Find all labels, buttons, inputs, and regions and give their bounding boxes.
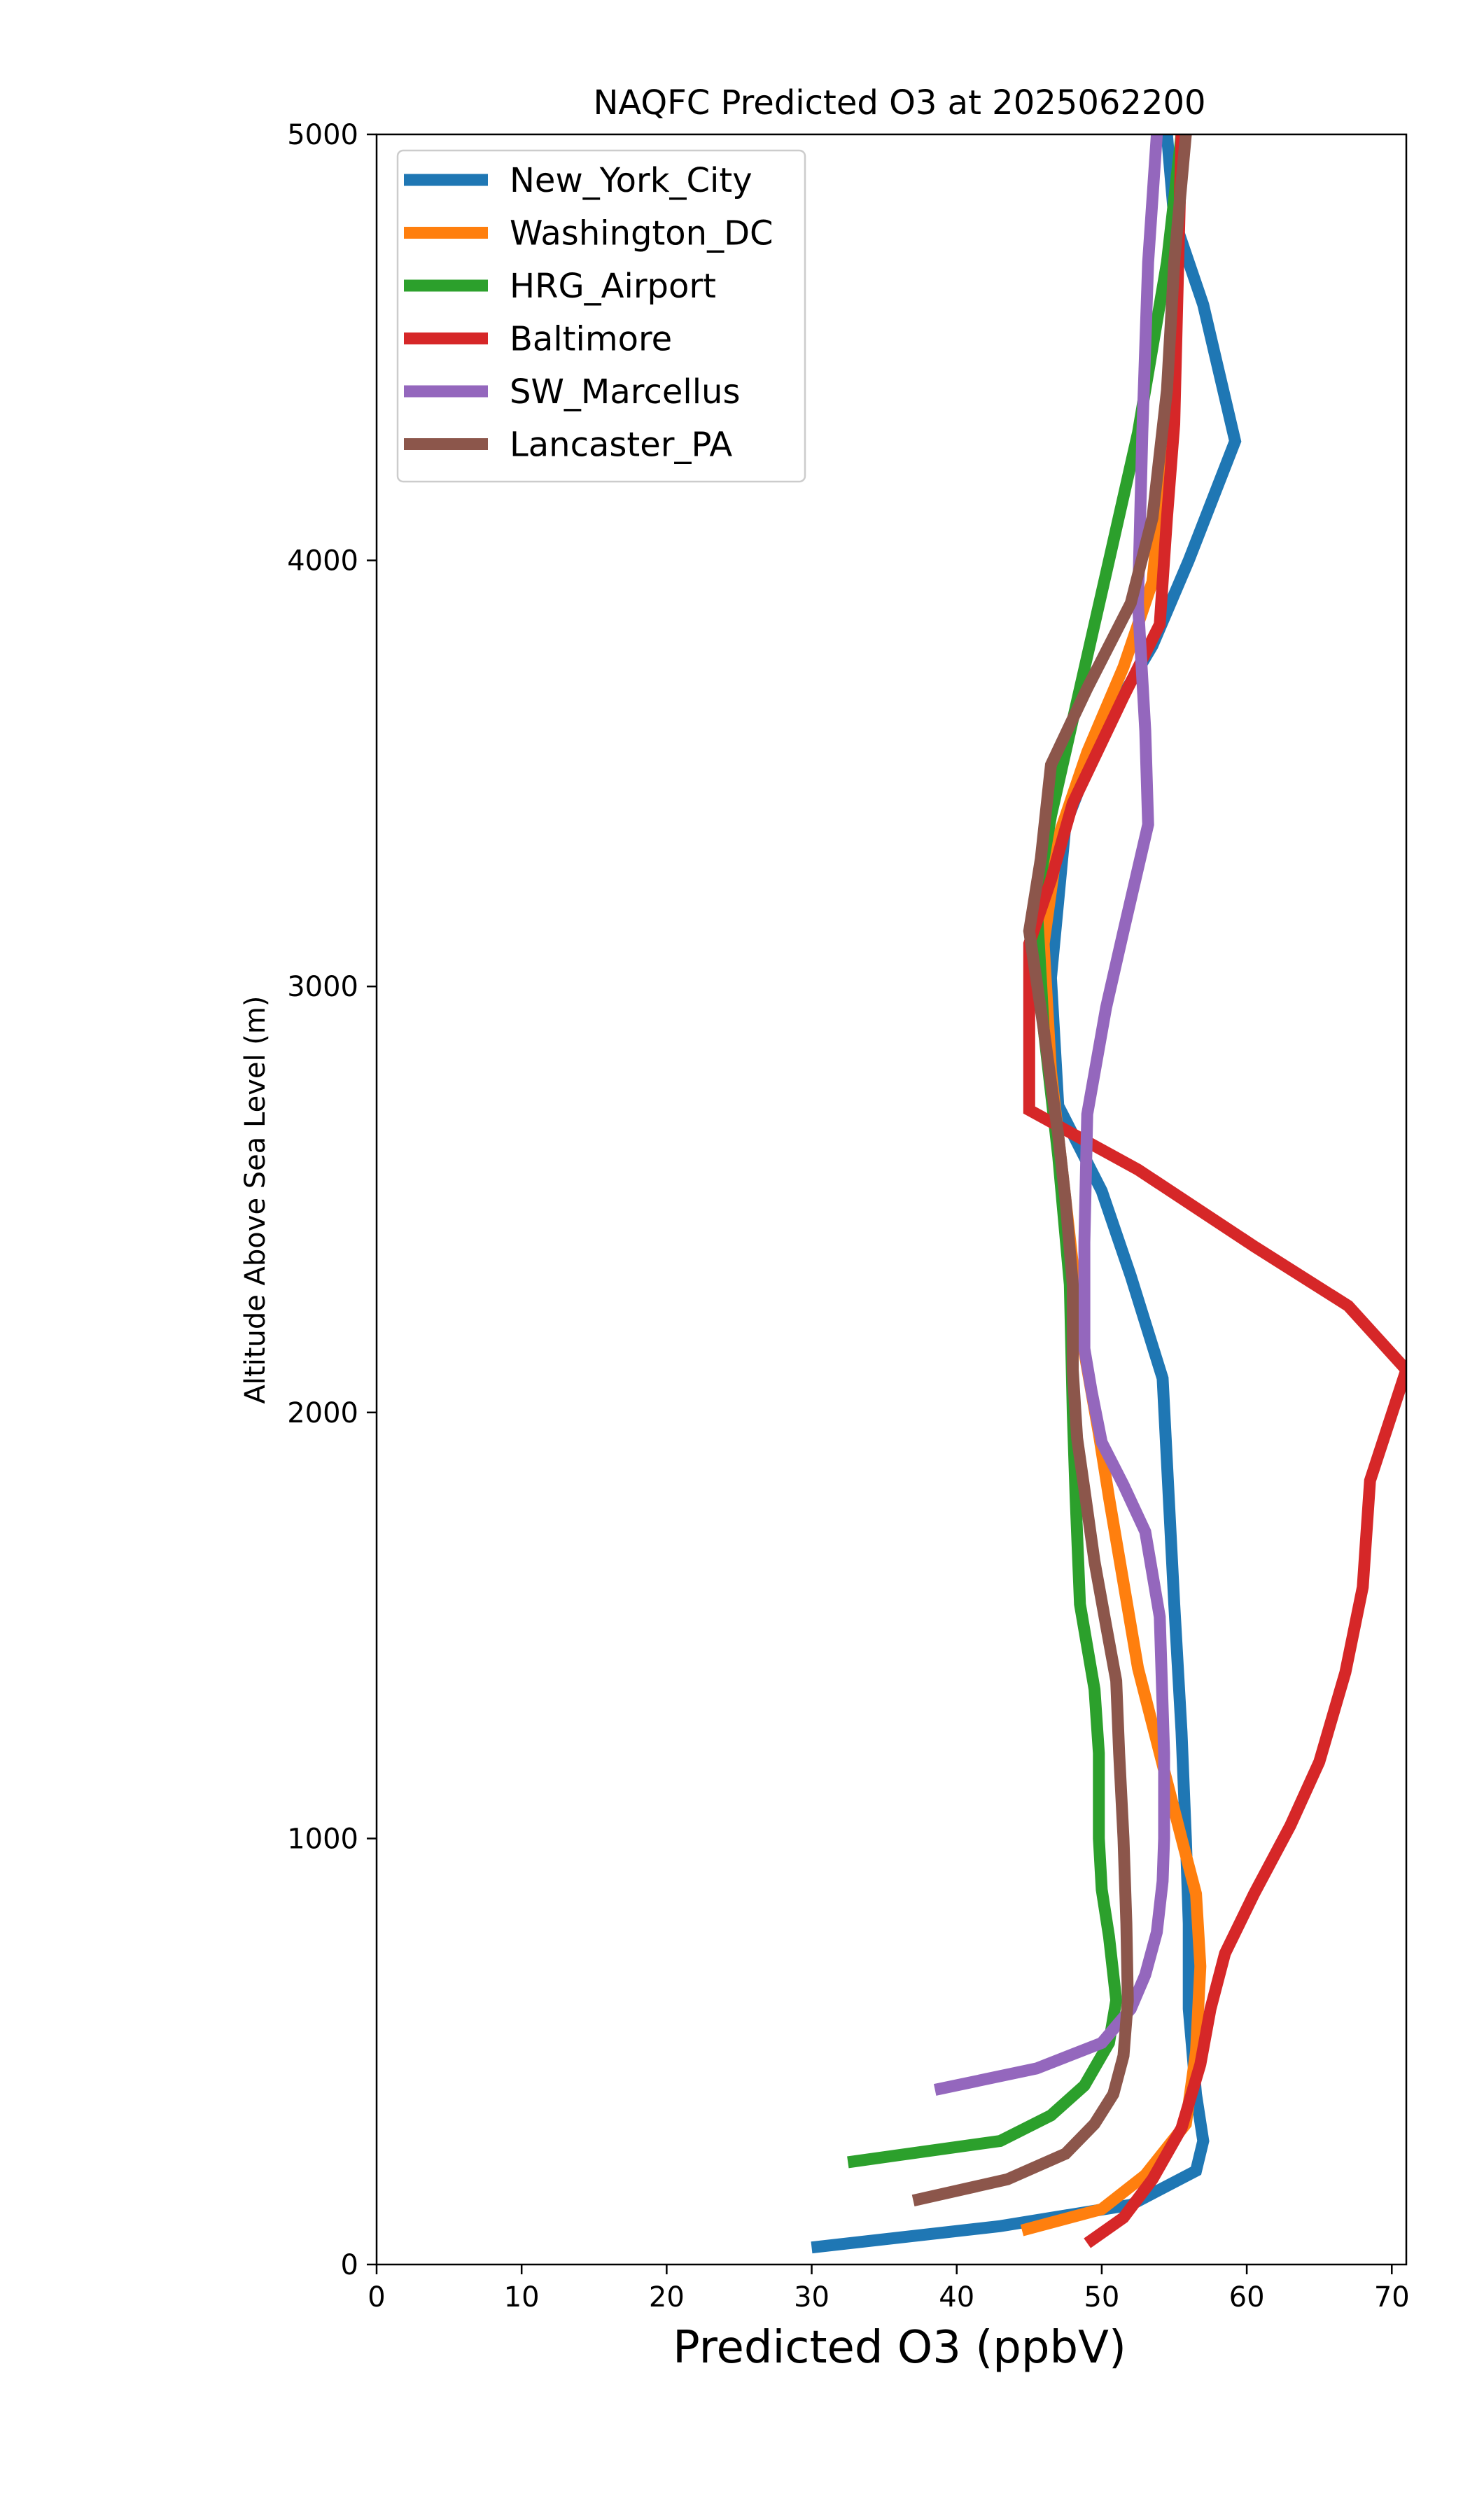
- x-axis: 0 10 20 30 40 50 60 70: [368, 2264, 1410, 2314]
- legend-label: SW_Marcellus: [510, 372, 740, 412]
- y-tick-label: 4000: [287, 545, 358, 578]
- x-tick-label: 70: [1374, 2281, 1410, 2314]
- x-tick-label: 40: [939, 2281, 974, 2314]
- y-tick-label: 1000: [287, 1823, 358, 1855]
- x-tick-label: 20: [649, 2281, 685, 2314]
- x-tick-label: 60: [1229, 2281, 1265, 2314]
- legend-label: New_York_City: [510, 161, 752, 200]
- x-tick-label: 50: [1084, 2281, 1119, 2314]
- y-tick-label: 5000: [287, 119, 358, 151]
- series-line-lancaster-pa: [911, 134, 1192, 2206]
- y-tick-label: 2000: [287, 1397, 358, 1429]
- series-line-sw-marcellus: [933, 134, 1170, 2096]
- series-line-new-york-city: [811, 134, 1242, 2254]
- legend-label: Washington_DC: [510, 214, 774, 253]
- series-line-washington-dc: [1020, 134, 1207, 2236]
- series-lines: [811, 134, 1406, 2254]
- chart-title: NAQFC Predicted O3 at 2025062200: [593, 83, 1205, 122]
- y-axis-label: Altitude Above Sea Level (m): [239, 996, 272, 1404]
- plot-frame: [375, 133, 1408, 2266]
- y-axis: 0 1000 2000 3000 4000 5000: [287, 119, 377, 2281]
- x-tick-label: 0: [368, 2281, 385, 2314]
- legend-frame: [396, 149, 806, 483]
- x-axis-label: Predicted O3 (ppbV): [673, 2322, 1126, 2374]
- series-line-hrg-airport: [847, 134, 1188, 2169]
- legend-label: Lancaster_PA: [510, 426, 732, 465]
- y-tick-label: 3000: [287, 971, 358, 1003]
- x-tick-label: 30: [794, 2281, 830, 2314]
- y-tick-label: 0: [341, 2249, 358, 2281]
- x-tick-label: 10: [504, 2281, 540, 2314]
- legend: New_York_City Washington_DC HRG_Airport Bal…: [396, 149, 806, 483]
- legend-label: Baltimore: [510, 320, 672, 359]
- legend-label: HRG_Airport: [510, 267, 716, 306]
